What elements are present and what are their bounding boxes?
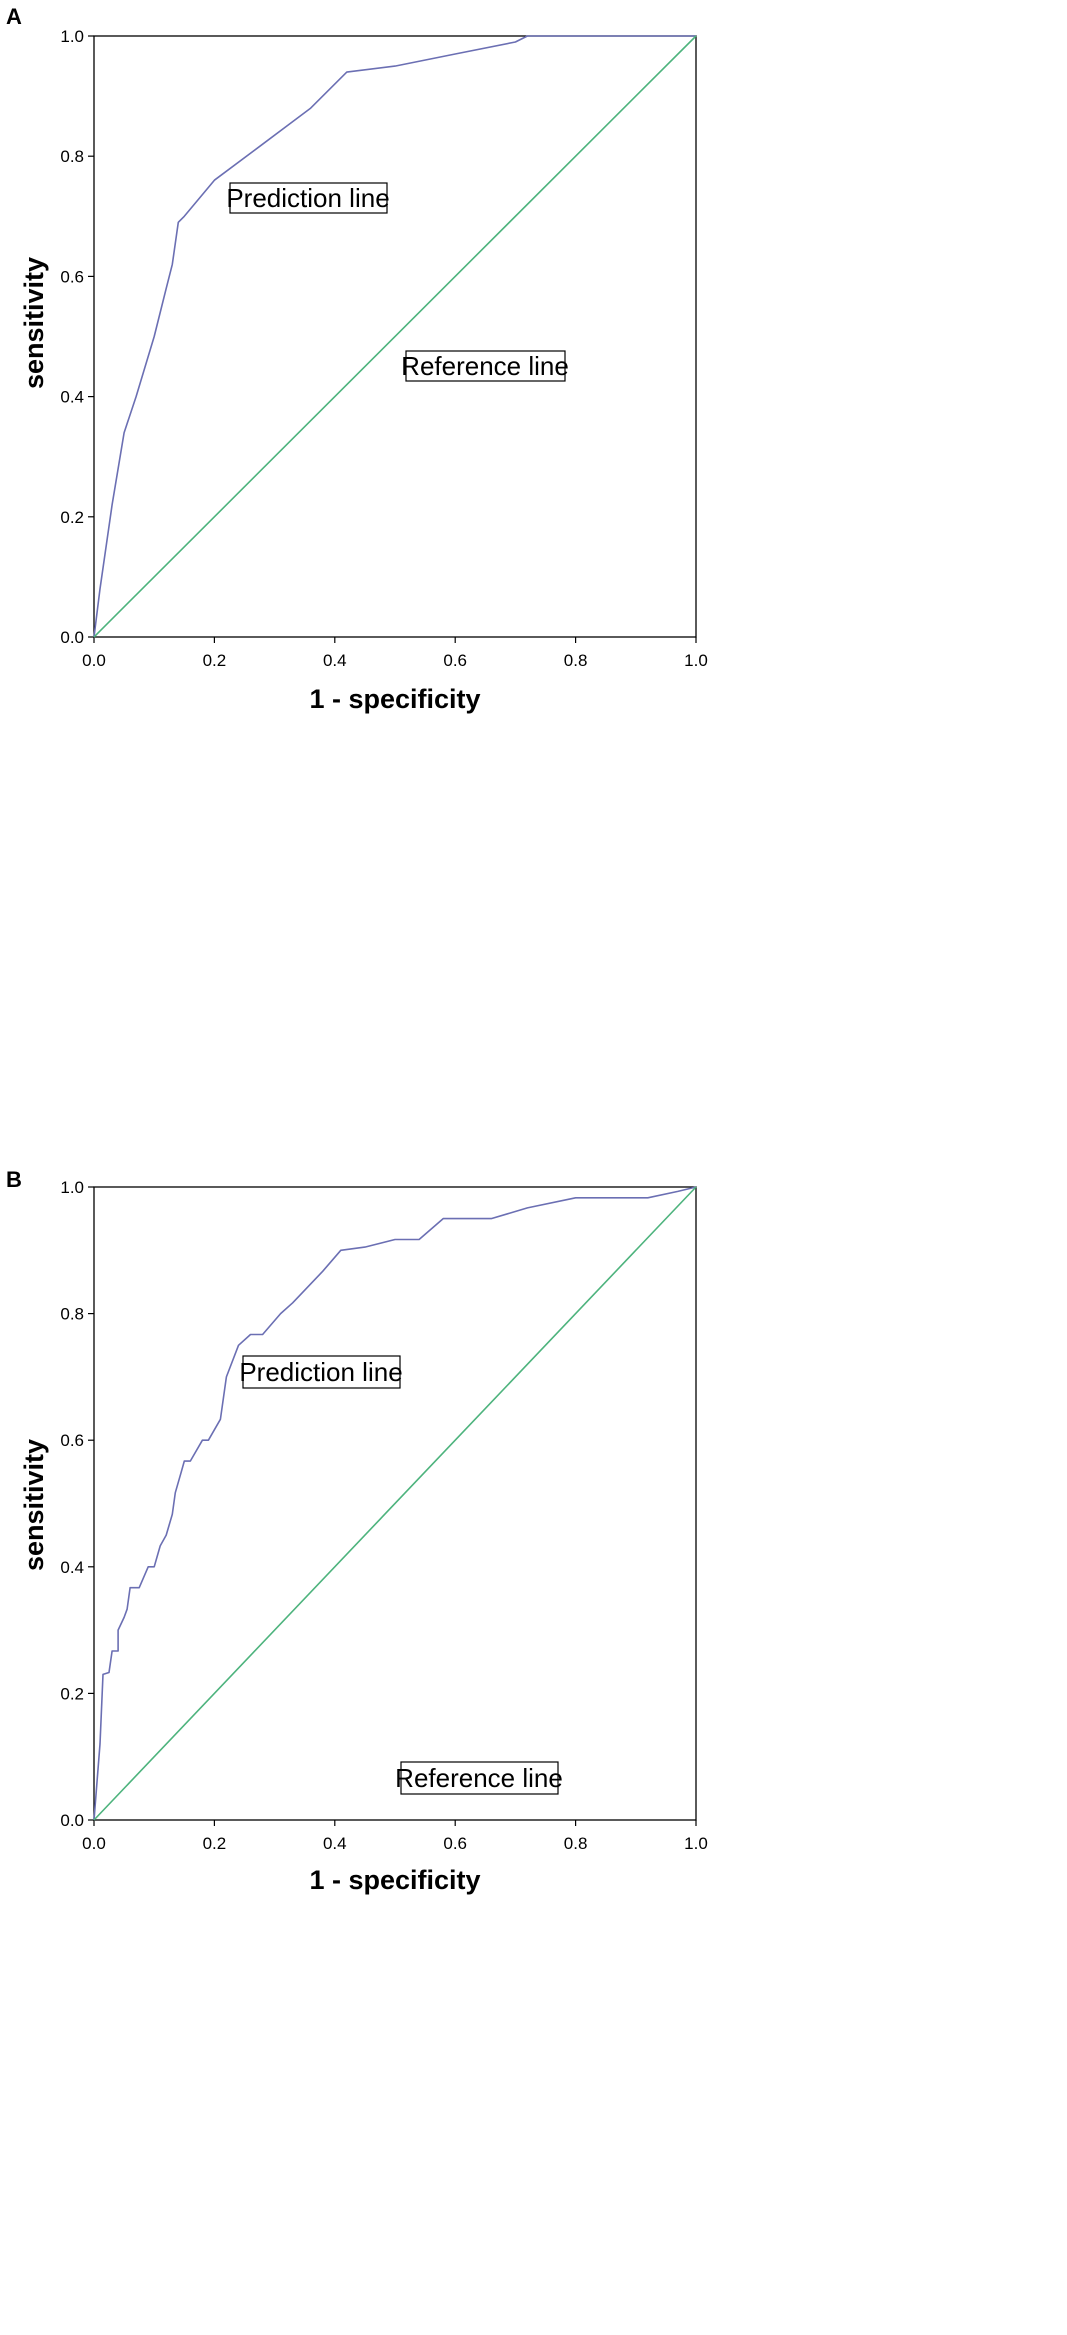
svg-text:Prediction line: Prediction line: [226, 183, 389, 213]
panel-label: A: [6, 4, 22, 29]
annotation-reference: Reference line: [401, 350, 569, 382]
x-tick-label: 0.0: [82, 1834, 106, 1853]
y-axis-title: sensitivity: [19, 1439, 49, 1571]
chart-panel-a: A 0.0 0.2 0.4 0.6 0.8 1.0 0.0 0.2 0.4 0.6 0.8 1.0 1…: [0, 0, 1067, 1160]
y-tick-label: 0.0: [60, 1811, 84, 1830]
roc-curve-line: [93, 1186, 697, 1821]
reference-line: [93, 1186, 697, 1821]
x-tick-label: 0.2: [203, 651, 227, 670]
x-axis-title: 1 - specificity: [309, 684, 480, 714]
y-tick-label: 0.8: [60, 1305, 84, 1324]
y-axis-title: sensitivity: [19, 257, 49, 389]
y-tick-label: 0.6: [60, 267, 84, 286]
panel-label: B: [6, 1167, 22, 1192]
x-tick-label: 1.0: [684, 651, 708, 670]
x-tick-label: 0.8: [564, 651, 588, 670]
x-tick-label: 0.4: [323, 1834, 347, 1853]
reference-line: [93, 35, 697, 638]
x-tick-label: 0.2: [203, 1834, 227, 1853]
svg-text:Prediction line: Prediction line: [239, 1357, 402, 1387]
y-tick-label: 0.4: [60, 1558, 84, 1577]
roc-chart-a: A 0.0 0.2 0.4 0.6 0.8 1.0 0.0 0.2 0.4 0.6 0.8 1.0 1…: [6, 4, 708, 714]
x-tick-label: 0.4: [323, 651, 347, 670]
x-tick-label: 0.6: [443, 1834, 467, 1853]
y-tick-label: 0.0: [60, 628, 84, 647]
annotation-prediction: Prediction line: [239, 1355, 403, 1389]
plot-frame: [93, 1186, 697, 1821]
svg-text:Reference line: Reference line: [395, 1763, 563, 1793]
y-tick-label: 1.0: [60, 1178, 84, 1197]
y-tick-label: 0.4: [60, 388, 84, 407]
y-tick-label: 0.2: [60, 508, 84, 527]
y-tick-label: 0.8: [60, 147, 84, 166]
chart-panel-b: B 0.0 0.2 0.4 0.6 0.8 1.0 0.0 0.2 0.4 0.6 0.8 1.0 1…: [0, 1165, 1067, 2325]
y-tick-label: 1.0: [60, 27, 84, 46]
x-tick-label: 1.0: [684, 1834, 708, 1853]
x-tick-label: 0.8: [564, 1834, 588, 1853]
x-axis-title: 1 - specificity: [309, 1865, 480, 1895]
annotation-prediction: Prediction line: [226, 182, 390, 214]
roc-chart-b: B 0.0 0.2 0.4 0.6 0.8 1.0 0.0 0.2 0.4 0.6 0.8 1.0 1…: [6, 1167, 708, 1895]
y-tick-label: 0.2: [60, 1684, 84, 1703]
annotation-reference: Reference line: [395, 1761, 563, 1795]
svg-text:Reference line: Reference line: [401, 351, 569, 381]
roc-curve-line: [93, 35, 696, 638]
x-tick-label: 0.0: [82, 651, 106, 670]
y-tick-label: 0.6: [60, 1431, 84, 1450]
plot-frame: [93, 35, 697, 638]
x-tick-label: 0.6: [443, 651, 467, 670]
